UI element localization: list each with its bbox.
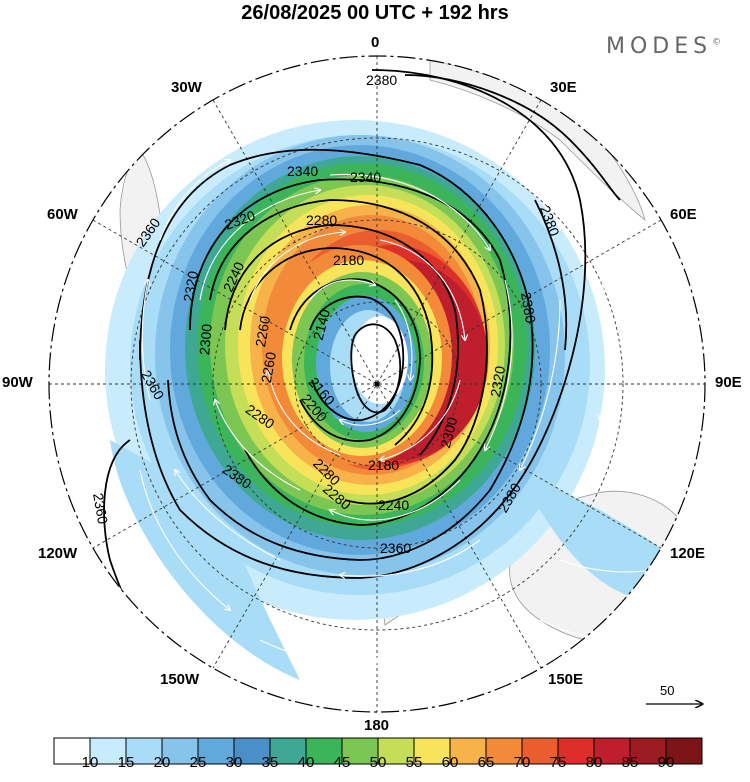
colorbar-tick-label: 85 [621, 754, 639, 771]
colorbar-box [305, 737, 343, 765]
lon-label-150e: 150E [548, 671, 584, 688]
wind-streamlines [97, 117, 680, 662]
colorbar-box [665, 737, 703, 765]
contour-label: 2280 [306, 212, 337, 228]
contour-label: 2140 [310, 307, 334, 341]
colorbar-box [161, 737, 199, 765]
contour-label: 2320 [487, 365, 508, 399]
contour-label: 2300 [437, 415, 461, 449]
reference-vector-label: 50 [660, 683, 675, 698]
lon-label-120e: 120E [670, 545, 706, 562]
contour-label: 2340 [350, 169, 381, 185]
colorbar-tick-label: 45 [333, 754, 351, 771]
colorbar-box [485, 737, 523, 765]
colorbar-box [197, 737, 235, 765]
colorbar-tick-label: 60 [441, 754, 459, 771]
contour-label: 2380 [366, 72, 397, 88]
contour-labels: 2380 2380 2360 2340 2340 2320 2280 2180 … [90, 72, 563, 556]
lon-label-30w: 30W [171, 79, 202, 96]
colorbar-tick-label: 15 [117, 754, 135, 771]
lon-label-120w: 120W [38, 545, 78, 562]
colorbar-tick-label: 30 [225, 754, 243, 771]
colorbar-tick-label: 70 [513, 754, 531, 771]
contour-label: 2300 [196, 323, 215, 356]
contour-label: 2180 [333, 252, 364, 268]
colorbar-tick-label: 20 [153, 754, 171, 771]
reference-vector-arrow [646, 684, 710, 714]
lon-label-180: 180 [364, 717, 390, 734]
lon-label-90w: 90W [2, 374, 33, 391]
contour-label: 2240 [378, 497, 409, 513]
contour-label: 2360 [90, 492, 111, 526]
colorbar-tick-label: 40 [297, 754, 315, 771]
contour-label: 2260 [252, 315, 273, 349]
map-disc: 2380 2380 2360 2340 2340 2320 2280 2180 … [49, 56, 705, 712]
lon-label-30e: 30E [550, 79, 577, 96]
contour-label: 2380 [518, 291, 539, 325]
south-pole-marker [374, 381, 380, 387]
contour-label: 2320 [180, 270, 201, 304]
colorbar-tick-label: 80 [585, 754, 603, 771]
lon-label-150w: 150W [160, 671, 200, 688]
lon-label-60e: 60E [670, 206, 697, 223]
contour-label: 2340 [287, 163, 318, 179]
colorbar-box [521, 737, 559, 765]
brand-name: MODES [606, 34, 713, 59]
colorbar-box [53, 737, 91, 765]
colorbar-tick-label: 50 [369, 754, 387, 771]
colorbar-box [557, 737, 595, 765]
colorbar-tick-label: 25 [189, 754, 207, 771]
colorbar-tick-label: 75 [549, 754, 567, 771]
colorbar-box [593, 737, 631, 765]
colorbar-tick-label: 10 [81, 754, 99, 771]
colorbar-box [377, 737, 415, 765]
map-boundary [48, 55, 706, 713]
contour-label: 2260 [258, 351, 279, 385]
colorbar [53, 737, 703, 765]
contour-label: 2180 [368, 457, 399, 473]
lon-label-90e: 90E [715, 374, 742, 391]
lon-label-60w: 60W [47, 206, 78, 223]
colorbar-tick-label: 55 [405, 754, 423, 771]
colorbar-box [449, 737, 487, 765]
contour-label: 2360 [380, 540, 411, 556]
map-title: 26/08/2025 00 UTC + 192 hrs [241, 2, 509, 24]
colorbar-tick-label: 35 [261, 754, 279, 771]
colorbar-tick-label: 65 [477, 754, 495, 771]
colorbar-box [269, 737, 307, 765]
lon-label-0: 0 [371, 34, 380, 51]
brand-logo: MODES© [606, 34, 721, 59]
brand-mark: © [712, 37, 722, 48]
colorbar-box [629, 737, 667, 765]
colorbar-tick-label: 90 [657, 754, 675, 771]
